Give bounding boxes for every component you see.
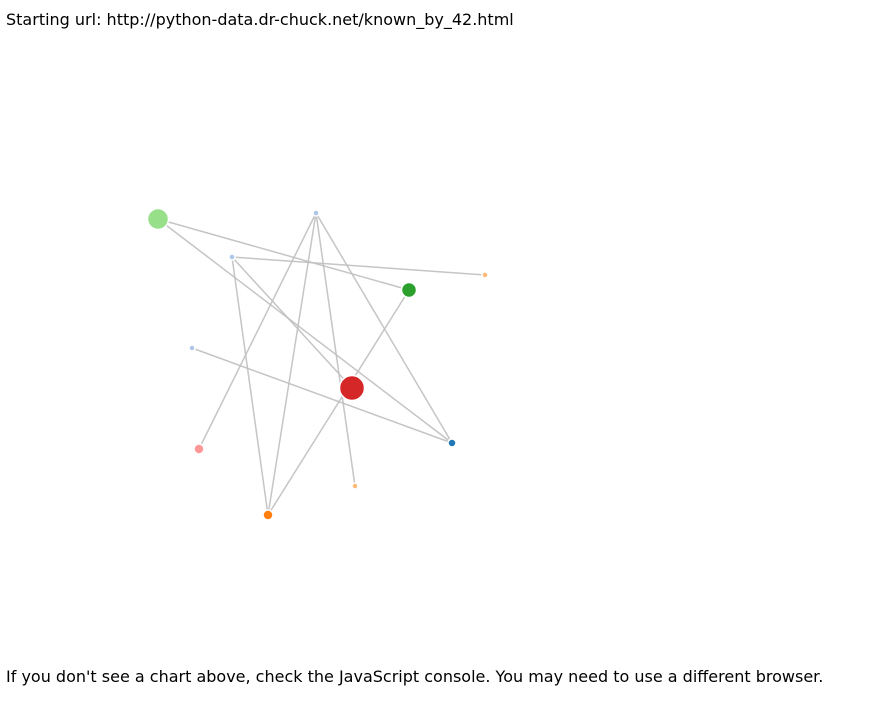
graph-link bbox=[315, 212, 356, 487]
graph-link bbox=[191, 347, 453, 444]
graph-node[interactable] bbox=[400, 281, 418, 299]
nodes-layer bbox=[146, 207, 489, 521]
graph-node[interactable] bbox=[351, 482, 359, 490]
graph-node[interactable] bbox=[338, 374, 366, 402]
graph-link bbox=[157, 218, 453, 444]
graph-node[interactable] bbox=[228, 253, 236, 261]
graph-link bbox=[267, 289, 410, 516]
graph-node[interactable] bbox=[312, 209, 320, 217]
starting-url-text: Starting url: http://python-data.dr-chuc… bbox=[6, 10, 514, 29]
graph-link bbox=[315, 212, 453, 444]
footer-note: If you don't see a chart above, check th… bbox=[6, 667, 824, 686]
graph-link bbox=[231, 256, 353, 389]
graph-link bbox=[231, 256, 269, 516]
graph-node[interactable] bbox=[481, 271, 489, 279]
links-layer bbox=[157, 212, 486, 516]
graph-link bbox=[198, 212, 317, 450]
graph-node[interactable] bbox=[188, 344, 196, 352]
graph-node[interactable] bbox=[447, 438, 457, 448]
graph-link bbox=[267, 212, 317, 516]
graph-link bbox=[157, 218, 410, 291]
graph-node[interactable] bbox=[262, 509, 274, 521]
graph-node[interactable] bbox=[193, 443, 205, 455]
force-graph-svg bbox=[146, 207, 489, 521]
graph-node[interactable] bbox=[146, 207, 170, 231]
force-graph bbox=[0, 50, 884, 660]
graph-link bbox=[231, 256, 486, 276]
